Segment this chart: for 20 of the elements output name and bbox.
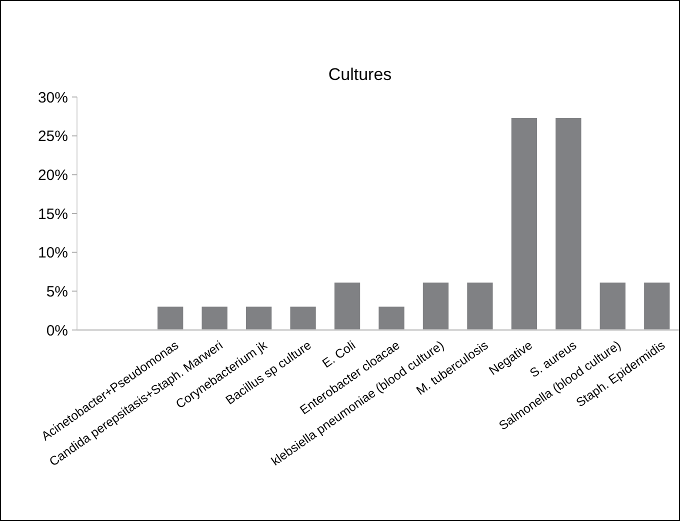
bar xyxy=(422,282,449,330)
bar xyxy=(334,282,360,330)
y-tick-label: 20% xyxy=(38,166,68,184)
bar xyxy=(378,306,404,330)
y-tick-label: 15% xyxy=(38,206,68,223)
bar xyxy=(246,306,272,330)
bar xyxy=(511,118,538,330)
y-tick-label: 0% xyxy=(46,322,68,340)
bar xyxy=(467,282,493,330)
bar xyxy=(644,282,670,330)
bar xyxy=(556,118,582,330)
bar xyxy=(158,306,184,330)
bar xyxy=(600,282,626,330)
y-tick-label: 30% xyxy=(38,89,68,106)
bar xyxy=(202,306,228,330)
y-tick-label: 10% xyxy=(38,244,68,262)
bar xyxy=(290,306,316,330)
chart-title: Cultures xyxy=(328,65,392,84)
y-tick-label: 25% xyxy=(38,128,68,146)
y-tick-label: 5% xyxy=(46,283,68,300)
